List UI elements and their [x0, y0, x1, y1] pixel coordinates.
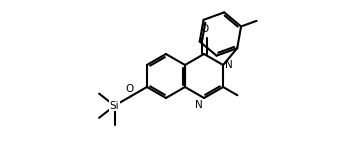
Text: O: O [200, 24, 208, 35]
Text: Si: Si [110, 101, 119, 111]
Text: N: N [225, 60, 233, 70]
Text: O: O [126, 84, 134, 94]
Text: N: N [195, 100, 203, 110]
